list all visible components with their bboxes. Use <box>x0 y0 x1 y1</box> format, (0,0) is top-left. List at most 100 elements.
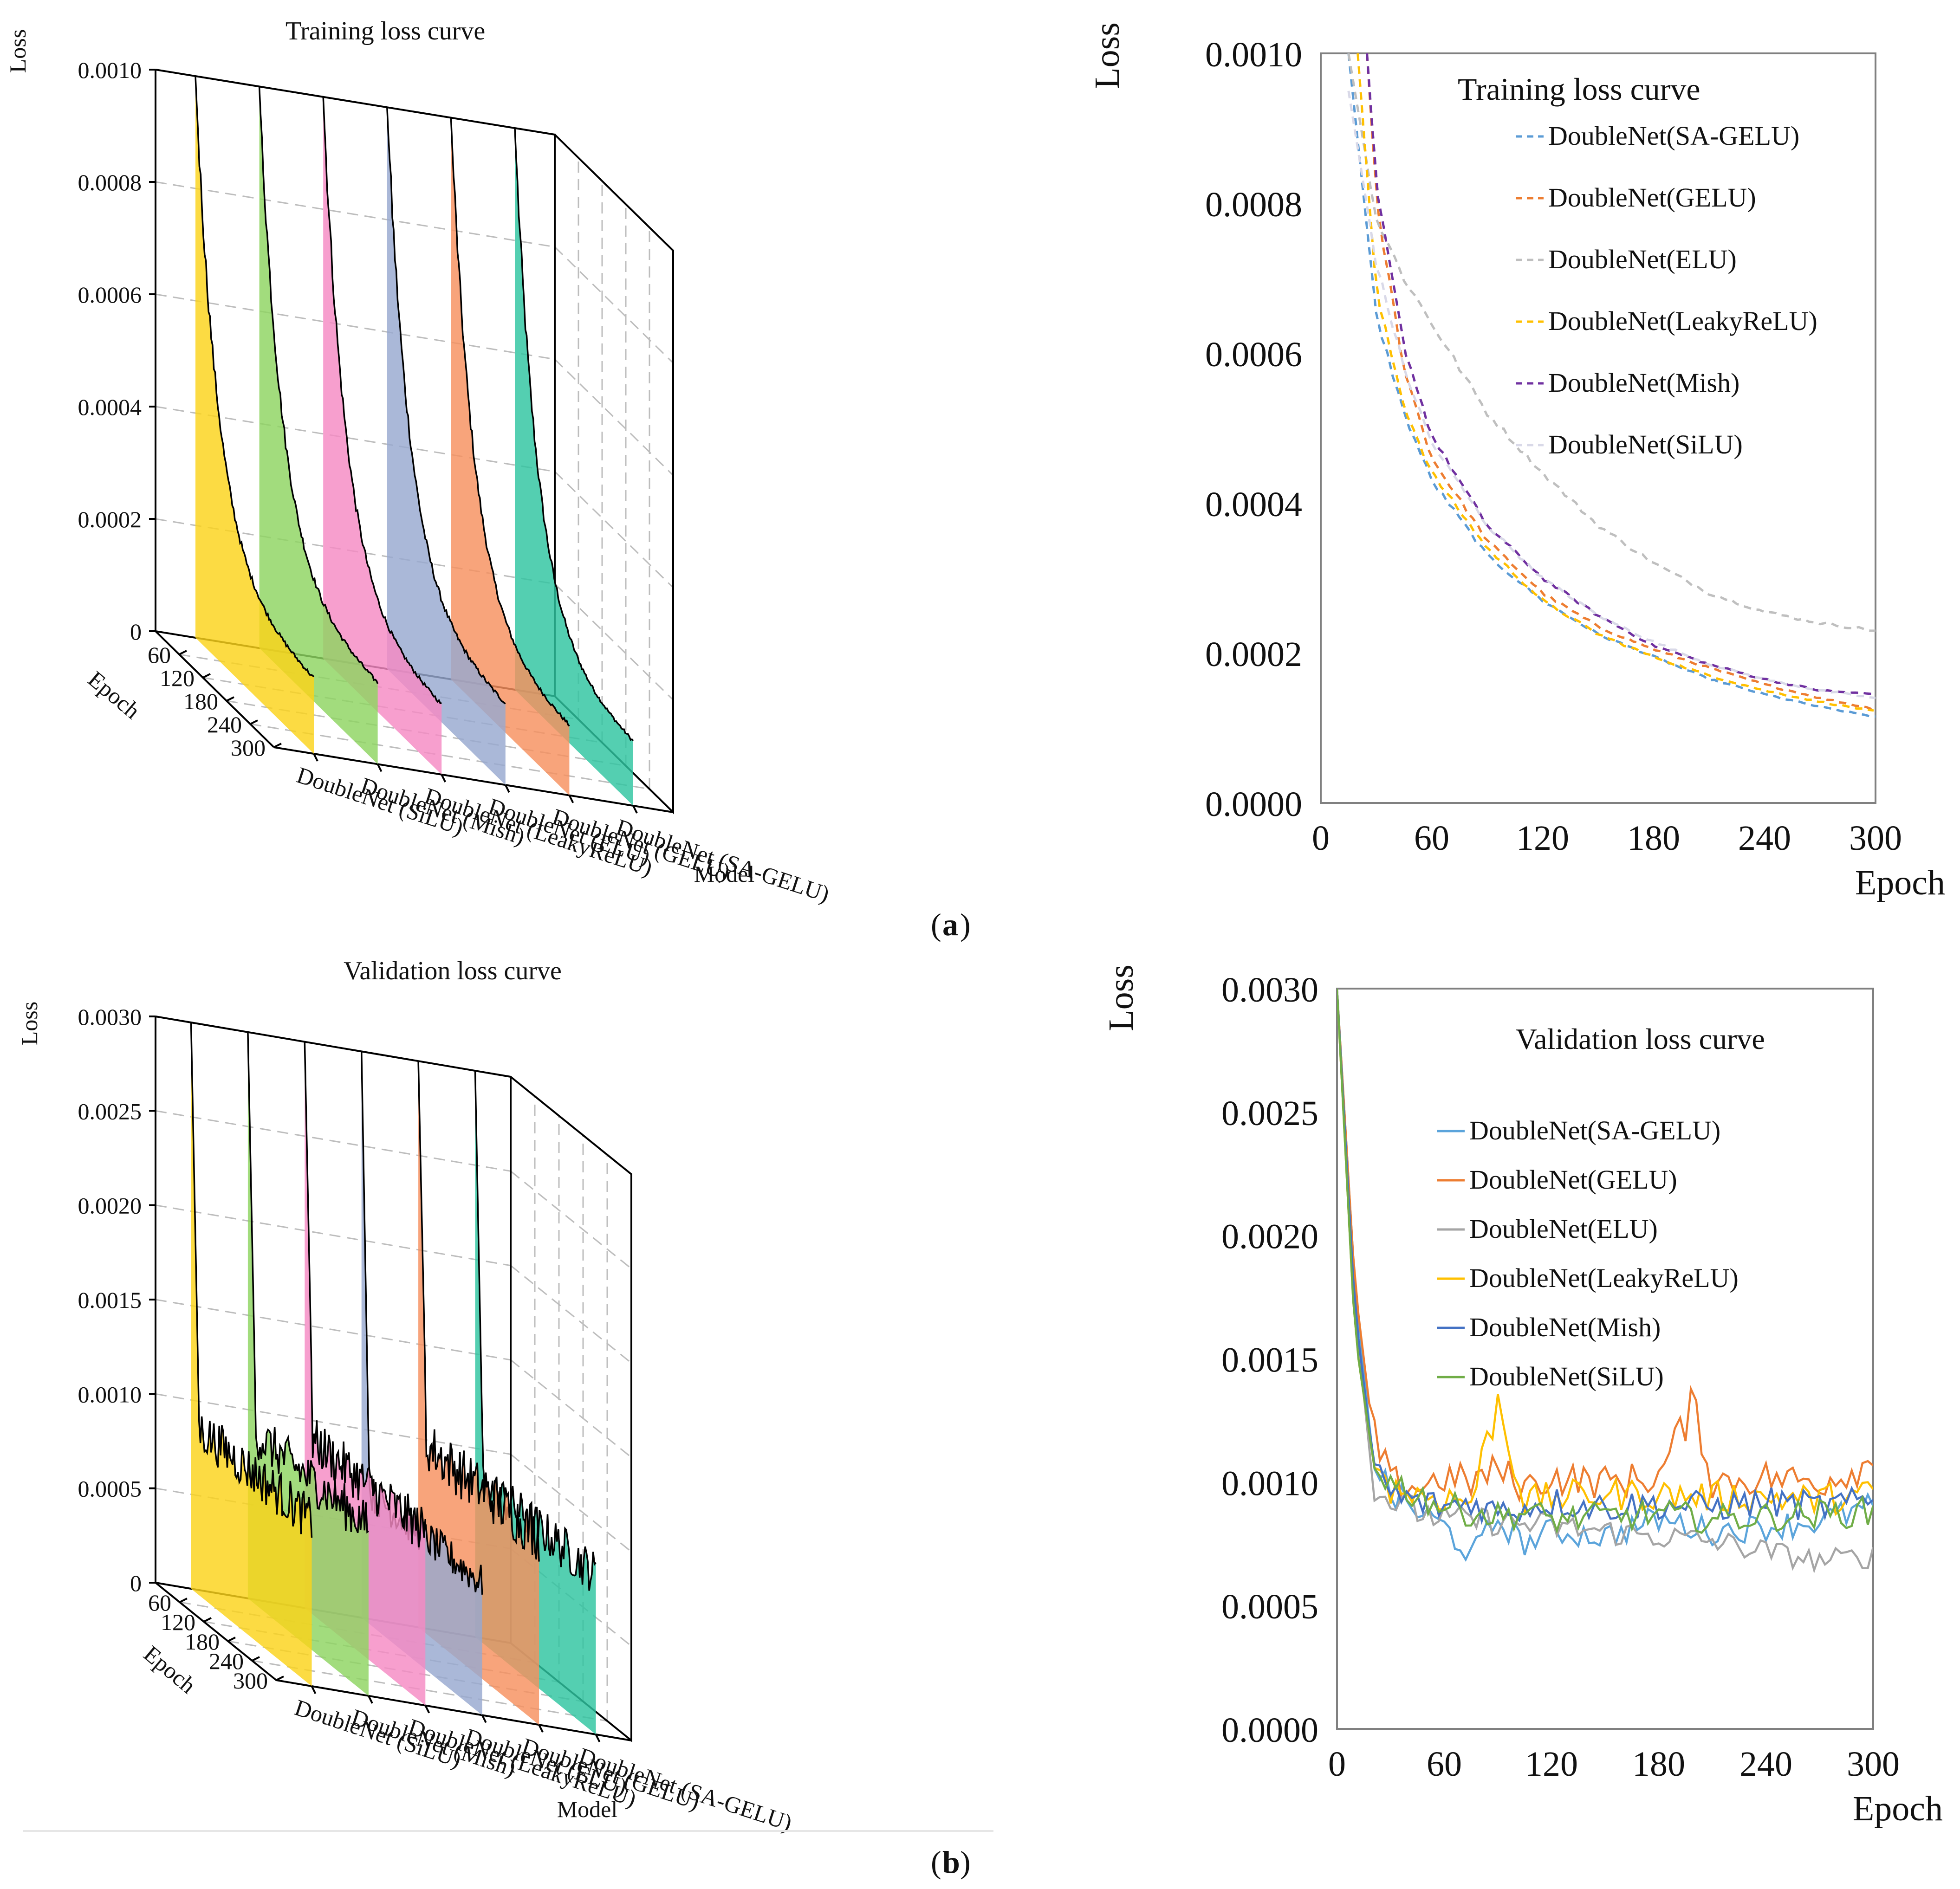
z-tick-label: 0.0020 <box>78 1193 142 1219</box>
epoch-tick <box>179 1598 188 1603</box>
wall-gridline <box>155 1299 511 1361</box>
epoch-tick <box>202 673 211 679</box>
curtain-line-doublenet-mish <box>258 86 379 684</box>
legend-entry-doublenet-leakyrelu: DoubleNet(LeakyReLU) <box>1469 1263 1739 1293</box>
legend-entry-doublenet-sa-gelu: DoubleNet(SA-GELU) <box>1548 121 1799 151</box>
series-line-doublenet-silu <box>1347 91 1876 699</box>
series-line-doublenet-elu <box>1347 53 1876 632</box>
panel-label-a: a <box>942 907 958 942</box>
epoch-tick-label: 60 <box>148 642 171 668</box>
y-tick-label: 0.0000 <box>1205 785 1302 824</box>
epoch-axis <box>155 1582 277 1681</box>
chart-title: Training loss curve <box>1458 71 1700 107</box>
model-tick <box>424 1705 430 1714</box>
z-tick-label: 0.0008 <box>78 169 142 195</box>
y-tick-label: 0.0004 <box>1205 485 1302 524</box>
panel-label-b: b <box>942 1844 960 1880</box>
series-group <box>1337 989 1873 1574</box>
model-axis-label: Model <box>694 861 755 887</box>
curtain-doublenet-sa-gelu <box>515 128 633 806</box>
z-tick-label: 0.0030 <box>78 1004 142 1030</box>
epoch-tick-label: 180 <box>185 1629 220 1655</box>
epoch-tick-label: 240 <box>209 1648 244 1674</box>
y-tick-label: 0.0025 <box>1221 1094 1318 1133</box>
z-tick-label: 0.0006 <box>78 282 142 308</box>
x-tick-label: 240 <box>1738 819 1791 858</box>
curtain-doublenet-leakyrelu <box>323 97 442 775</box>
model-tick <box>313 753 318 762</box>
z-tick-label: 0.0025 <box>78 1098 142 1124</box>
epoch-tick-label: 120 <box>160 665 195 691</box>
epoch-tick <box>179 650 187 655</box>
z-tick-label: 0.0010 <box>78 57 142 83</box>
z-tick-label: 0.0004 <box>78 394 142 420</box>
epoch-tick-label: 300 <box>231 735 266 761</box>
model-tick <box>368 1695 373 1704</box>
legend-entry-doublenet-silu: DoubleNet(SiLU) <box>1548 429 1743 459</box>
model-tick <box>505 784 510 793</box>
y-tick-label: 0.0008 <box>1205 185 1302 224</box>
epoch-tick <box>227 1637 236 1642</box>
x-axis-label: Epoch <box>1853 1789 1943 1828</box>
x-tick-label: 120 <box>1516 819 1569 858</box>
epoch-axis <box>155 630 275 748</box>
training-loss-line-chart: 0.0000 0.0002 0.0004 0.0006 0.0008 0.0010 0 60 1… <box>1088 22 1945 902</box>
series-line-doublenet-sa-gelu <box>1347 53 1876 718</box>
model-tick <box>441 774 446 783</box>
series-group <box>1347 53 1876 718</box>
wall-gridline <box>554 583 674 701</box>
z-tick-label: 0 <box>130 1570 142 1596</box>
validation-loss-3d-chart: 0 0.0005 0.0010 0.0015 0.0020 0.0025 0.0030 Los… <box>16 957 795 1836</box>
curtain-doublenet-silu <box>191 1022 312 1686</box>
wall-gridline <box>554 358 674 476</box>
z-axis-label: Loss <box>5 29 31 73</box>
z-tick-label: 0.0005 <box>78 1476 142 1502</box>
epoch-axis-label: Epoch <box>83 666 145 724</box>
curtain-doublenet-mish <box>259 86 378 764</box>
curtain-line-doublenet-gelu <box>417 1061 540 1562</box>
x-tick-label: 0 <box>1312 819 1330 858</box>
series-line-doublenet-elu <box>1337 989 1873 1574</box>
legend-entry-doublenet-gelu: DoubleNet(GELU) <box>1469 1164 1677 1195</box>
model-tick <box>538 1724 544 1733</box>
wall-gridline <box>554 471 674 589</box>
chart-title: Validation loss curve <box>344 957 562 985</box>
curtain-line-doublenet-silu <box>190 1022 313 1538</box>
curtain-line-doublenet-elu <box>386 107 506 705</box>
y-tick-label: 0.0015 <box>1221 1341 1318 1380</box>
curtain-line-doublenet-mish <box>247 1032 369 1534</box>
curtain-line-doublenet-silu <box>195 76 315 678</box>
x-tick-label: 180 <box>1632 1745 1685 1784</box>
z-tick-label: 0.0002 <box>78 506 142 532</box>
z-tick-label: 0.0010 <box>78 1381 142 1407</box>
y-tick-label: 0.0030 <box>1221 970 1318 1009</box>
epoch-tick-label: 300 <box>233 1668 268 1694</box>
y-tick-label: 0.0010 <box>1205 35 1302 74</box>
x-tick-label: 240 <box>1739 1745 1792 1784</box>
chart-title: Training loss curve <box>286 17 485 45</box>
epoch-tick-label: 240 <box>207 712 242 737</box>
x-tick-label: 300 <box>1847 1745 1900 1784</box>
curtain-doublenet-gelu <box>451 117 570 796</box>
x-axis-label: Epoch <box>1855 863 1945 902</box>
panel-label-a-close: ) <box>960 907 971 942</box>
x-tick-label: 60 <box>1427 1745 1462 1784</box>
series-line-doublenet-mish <box>1337 989 1873 1525</box>
model-axis-label: Model <box>557 1796 618 1822</box>
wall-gridline <box>155 293 555 360</box>
floor-gridline <box>250 723 650 790</box>
model-tick <box>481 1714 487 1723</box>
wall-gridline <box>155 1110 511 1172</box>
y-tick-label: 0.0010 <box>1221 1464 1318 1503</box>
plot-frame <box>1320 52 1876 804</box>
epoch-tick-label: 60 <box>148 1590 171 1616</box>
z-tick-label: 0.0015 <box>78 1287 142 1313</box>
legend-entry-doublenet-mish: DoubleNet(Mish) <box>1548 368 1739 398</box>
curtain-line-doublenet-gelu <box>450 117 570 727</box>
y-axis-label: Loss <box>1088 22 1127 89</box>
series-line-doublenet-gelu <box>1366 53 1872 711</box>
wall-gridline <box>510 1454 632 1553</box>
series-line-doublenet-gelu <box>1337 989 1873 1503</box>
wall-gridline <box>155 1204 511 1267</box>
plot-frame <box>1336 988 1874 1730</box>
